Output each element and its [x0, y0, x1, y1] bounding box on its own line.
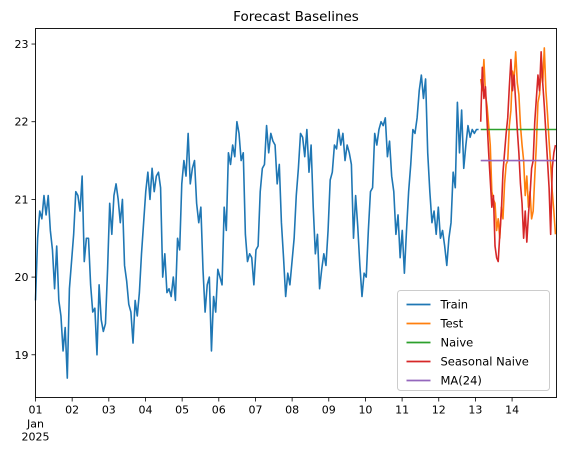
x-tick-label: 07 — [248, 404, 262, 417]
legend-label: Test — [440, 317, 464, 331]
x-tick-label: 03 — [102, 404, 116, 417]
legend-label: Train — [440, 298, 469, 312]
x-tick-label: 02 — [65, 404, 79, 417]
plot-frame — [35, 28, 557, 398]
x-tick-sublabel: Jan — [26, 418, 44, 431]
x-tick-label: 06 — [212, 404, 226, 417]
x-tick-label: 10 — [358, 404, 372, 417]
y-tick-label: 22 — [15, 116, 29, 129]
axes — [35, 28, 557, 398]
y-tick-label: 19 — [15, 349, 29, 362]
x-tick-label: 01 — [29, 404, 43, 417]
y-tick-label: 23 — [15, 38, 29, 51]
x-tick-label: 11 — [395, 404, 409, 417]
x-tick-label: 04 — [138, 404, 152, 417]
x-tick-label: 05 — [175, 404, 189, 417]
y-tick-label: 21 — [15, 193, 29, 206]
legend-label: Seasonal Naive — [441, 355, 529, 369]
plot-area — [34, 47, 557, 379]
legend-box — [397, 290, 550, 391]
x-tick-label: 14 — [505, 404, 519, 417]
legend-label: MA(24) — [441, 374, 482, 388]
chart-title: Forecast Baselines — [233, 9, 359, 25]
y-axis: 19 20 21 22 23 — [15, 38, 36, 362]
x-tick-label: 08 — [285, 404, 299, 417]
legend-label: Naive — [441, 336, 474, 350]
x-tick-label: 13 — [468, 404, 482, 417]
x-tick-label: 12 — [432, 404, 446, 417]
x-tick-label: 09 — [322, 404, 336, 417]
series-line-0 — [34, 74, 479, 379]
legend: Train Test Naive Seasonal Naive MA(24) — [397, 290, 550, 391]
series-line-3 — [479, 51, 557, 263]
y-tick-label: 20 — [15, 271, 29, 284]
x-tick-sublabel: 2025 — [22, 431, 50, 444]
